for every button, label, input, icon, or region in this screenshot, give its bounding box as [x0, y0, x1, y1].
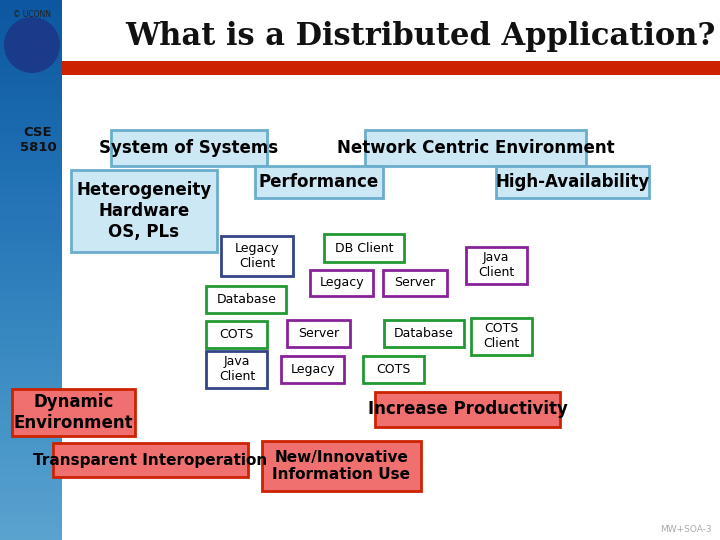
FancyBboxPatch shape: [363, 356, 423, 383]
Text: COTS: COTS: [220, 328, 254, 341]
Text: © UCONN: © UCONN: [13, 10, 51, 19]
FancyBboxPatch shape: [282, 356, 344, 383]
Text: New/Innovative
Information Use: New/Innovative Information Use: [272, 450, 410, 482]
Text: Java
Client: Java Client: [478, 252, 514, 279]
FancyBboxPatch shape: [384, 320, 464, 347]
Text: CSE
5810: CSE 5810: [19, 126, 56, 154]
FancyBboxPatch shape: [472, 318, 532, 355]
FancyBboxPatch shape: [12, 389, 135, 436]
FancyBboxPatch shape: [375, 392, 560, 427]
FancyBboxPatch shape: [384, 269, 446, 296]
FancyBboxPatch shape: [71, 170, 217, 252]
Text: High-Availability: High-Availability: [495, 173, 649, 191]
Text: Dynamic
Environment: Dynamic Environment: [14, 393, 133, 431]
Text: Database: Database: [394, 327, 454, 340]
FancyBboxPatch shape: [365, 130, 586, 166]
Text: Legacy: Legacy: [320, 276, 364, 289]
FancyBboxPatch shape: [262, 441, 420, 491]
FancyBboxPatch shape: [207, 286, 286, 313]
Text: Legacy
Client: Legacy Client: [235, 242, 279, 270]
FancyBboxPatch shape: [287, 320, 350, 347]
FancyBboxPatch shape: [207, 350, 267, 388]
Text: Increase Productivity: Increase Productivity: [368, 400, 567, 418]
FancyBboxPatch shape: [111, 130, 267, 166]
FancyBboxPatch shape: [325, 234, 404, 262]
Text: Network Centric Environment: Network Centric Environment: [337, 139, 614, 157]
Circle shape: [4, 17, 60, 73]
Text: COTS
Client: COTS Client: [484, 322, 520, 350]
FancyBboxPatch shape: [207, 321, 267, 348]
Text: Transparent Interoperation: Transparent Interoperation: [33, 453, 268, 468]
FancyBboxPatch shape: [53, 443, 248, 477]
FancyBboxPatch shape: [496, 166, 649, 198]
Text: Legacy: Legacy: [291, 363, 335, 376]
Text: Performance: Performance: [258, 173, 379, 191]
FancyBboxPatch shape: [255, 166, 382, 198]
Text: System of Systems: System of Systems: [99, 139, 279, 157]
Text: Database: Database: [216, 293, 276, 306]
Text: Java
Client: Java Client: [219, 355, 255, 383]
Bar: [62, 61, 720, 75]
Text: Server: Server: [298, 327, 339, 340]
Text: Server: Server: [395, 276, 436, 289]
Text: MW+SOA-3: MW+SOA-3: [660, 525, 712, 534]
Text: COTS: COTS: [376, 363, 410, 376]
FancyBboxPatch shape: [221, 235, 293, 276]
Text: Heterogeneity
Hardware
OS, PLs: Heterogeneity Hardware OS, PLs: [76, 181, 212, 241]
Text: DB Client: DB Client: [335, 242, 394, 255]
FancyBboxPatch shape: [310, 269, 373, 296]
FancyBboxPatch shape: [466, 247, 526, 284]
Text: What is a Distributed Application?: What is a Distributed Application?: [125, 21, 715, 51]
